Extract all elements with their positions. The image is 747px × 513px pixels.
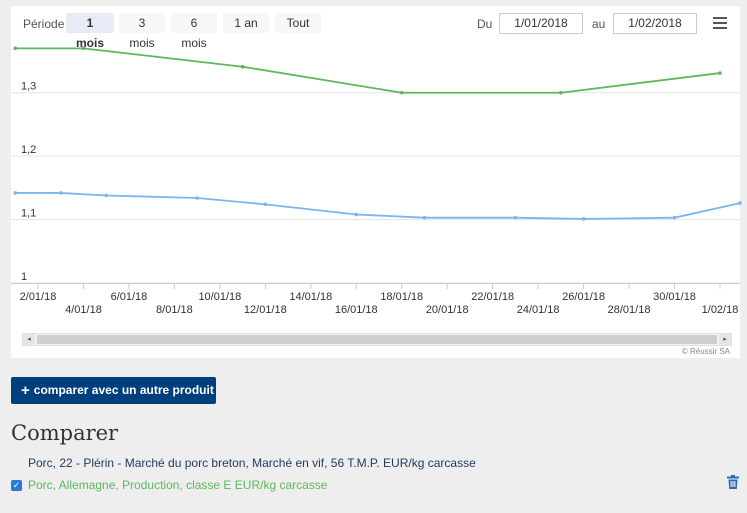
compare-section-title: Comparer [11,421,119,445]
series-1-point [13,191,18,195]
x-tick-label: 20/01/18 [426,304,469,316]
hamburger-menu-icon[interactable] [713,17,727,29]
zoom-all-button[interactable]: Tout [275,13,321,33]
x-tick-label: 22/01/18 [471,291,514,303]
x-tick-label: 24/01/18 [517,304,560,316]
compare-button-label: comparer avec un autre produit [33,383,214,397]
range-selector: Période 1 mois 3 mois 6 mois 1 an Tout D… [11,6,740,50]
y-tick-label: 1,2 [21,144,36,156]
series-1-point [263,202,268,207]
trash-icon[interactable] [727,475,739,489]
scrollbar-thumb[interactable] [37,335,717,344]
y-tick-label: 1,3 [21,81,36,93]
series-1-point [513,215,518,220]
x-tick-label: 1/02/18 [702,304,739,316]
credits-text: © Réussir SA [681,347,730,356]
series-0-line [15,47,721,94]
period-label: Période [23,17,65,31]
x-tick-label: 6/01/18 [111,291,148,303]
x-tick-label: 12/01/18 [244,304,287,316]
chart-panel: Période 1 mois 3 mois 6 mois 1 an Tout D… [11,6,742,358]
series-0-point [718,71,722,75]
scroll-left-arrow-icon[interactable]: ◂ [23,334,35,345]
series-1-point [422,215,427,220]
from-date-input[interactable]: 1/01/2018 [499,13,583,34]
series-0-point [81,46,86,51]
x-tick-label: 2/01/18 [20,291,57,303]
x-tick-label: 18/01/18 [380,291,423,303]
series-0-point [559,90,563,95]
x-tick-label: 28/01/18 [608,304,651,316]
compare-item-checkbox[interactable]: ✓ [11,480,22,491]
from-label: Du [477,17,493,31]
series-0-point [240,64,245,69]
compare-product-button[interactable]: + comparer avec un autre produit [11,377,216,404]
chart-scrollbar[interactable]: ◂ ▸ [22,333,732,346]
series-1-point [738,201,742,205]
zoom-6-months-button[interactable]: 6 mois [171,13,217,50]
x-tick-label: 16/01/18 [335,304,378,316]
compare-item-porc-plerin: Porc, 22 - Plérin - Marché du porc breto… [28,456,476,470]
x-tick-label: 4/01/18 [65,304,102,316]
to-label: au [592,17,606,31]
plus-icon: + [21,382,30,399]
x-tick-label: 14/01/18 [289,291,332,303]
x-tick-label: 26/01/18 [562,291,605,303]
line-chart: 1 1,1 1,2 1,3 2/01/18 4/01/18 6/01/18 8/01/18 1… [11,46,742,316]
x-tick-label: 8/01/18 [156,304,193,316]
scroll-right-arrow-icon[interactable]: ▸ [719,334,731,345]
series-1-point [58,191,63,195]
series-0-point [399,90,404,95]
y-tick-label: 1,1 [21,208,36,220]
x-tick-label: 30/01/18 [653,291,696,303]
series-1-point [195,196,199,200]
x-tick-label: 10/01/18 [198,291,241,303]
compare-item-porc-allemagne: Porc, Allemagne, Production, classe E EU… [28,478,328,492]
series-1-point [581,217,586,221]
zoom-1-month-button[interactable]: 1 mois [66,13,114,50]
zoom-3-months-button[interactable]: 3 mois [119,13,165,50]
series-1-point [672,215,677,220]
series-0-point [13,46,18,51]
series-1-line [15,192,741,220]
y-tick-label: 1 [21,271,27,283]
series-1-point [104,193,108,198]
to-date-input[interactable]: 1/02/2018 [613,13,697,34]
series-1-point [354,212,359,217]
zoom-1-year-button[interactable]: 1 an [223,13,269,33]
